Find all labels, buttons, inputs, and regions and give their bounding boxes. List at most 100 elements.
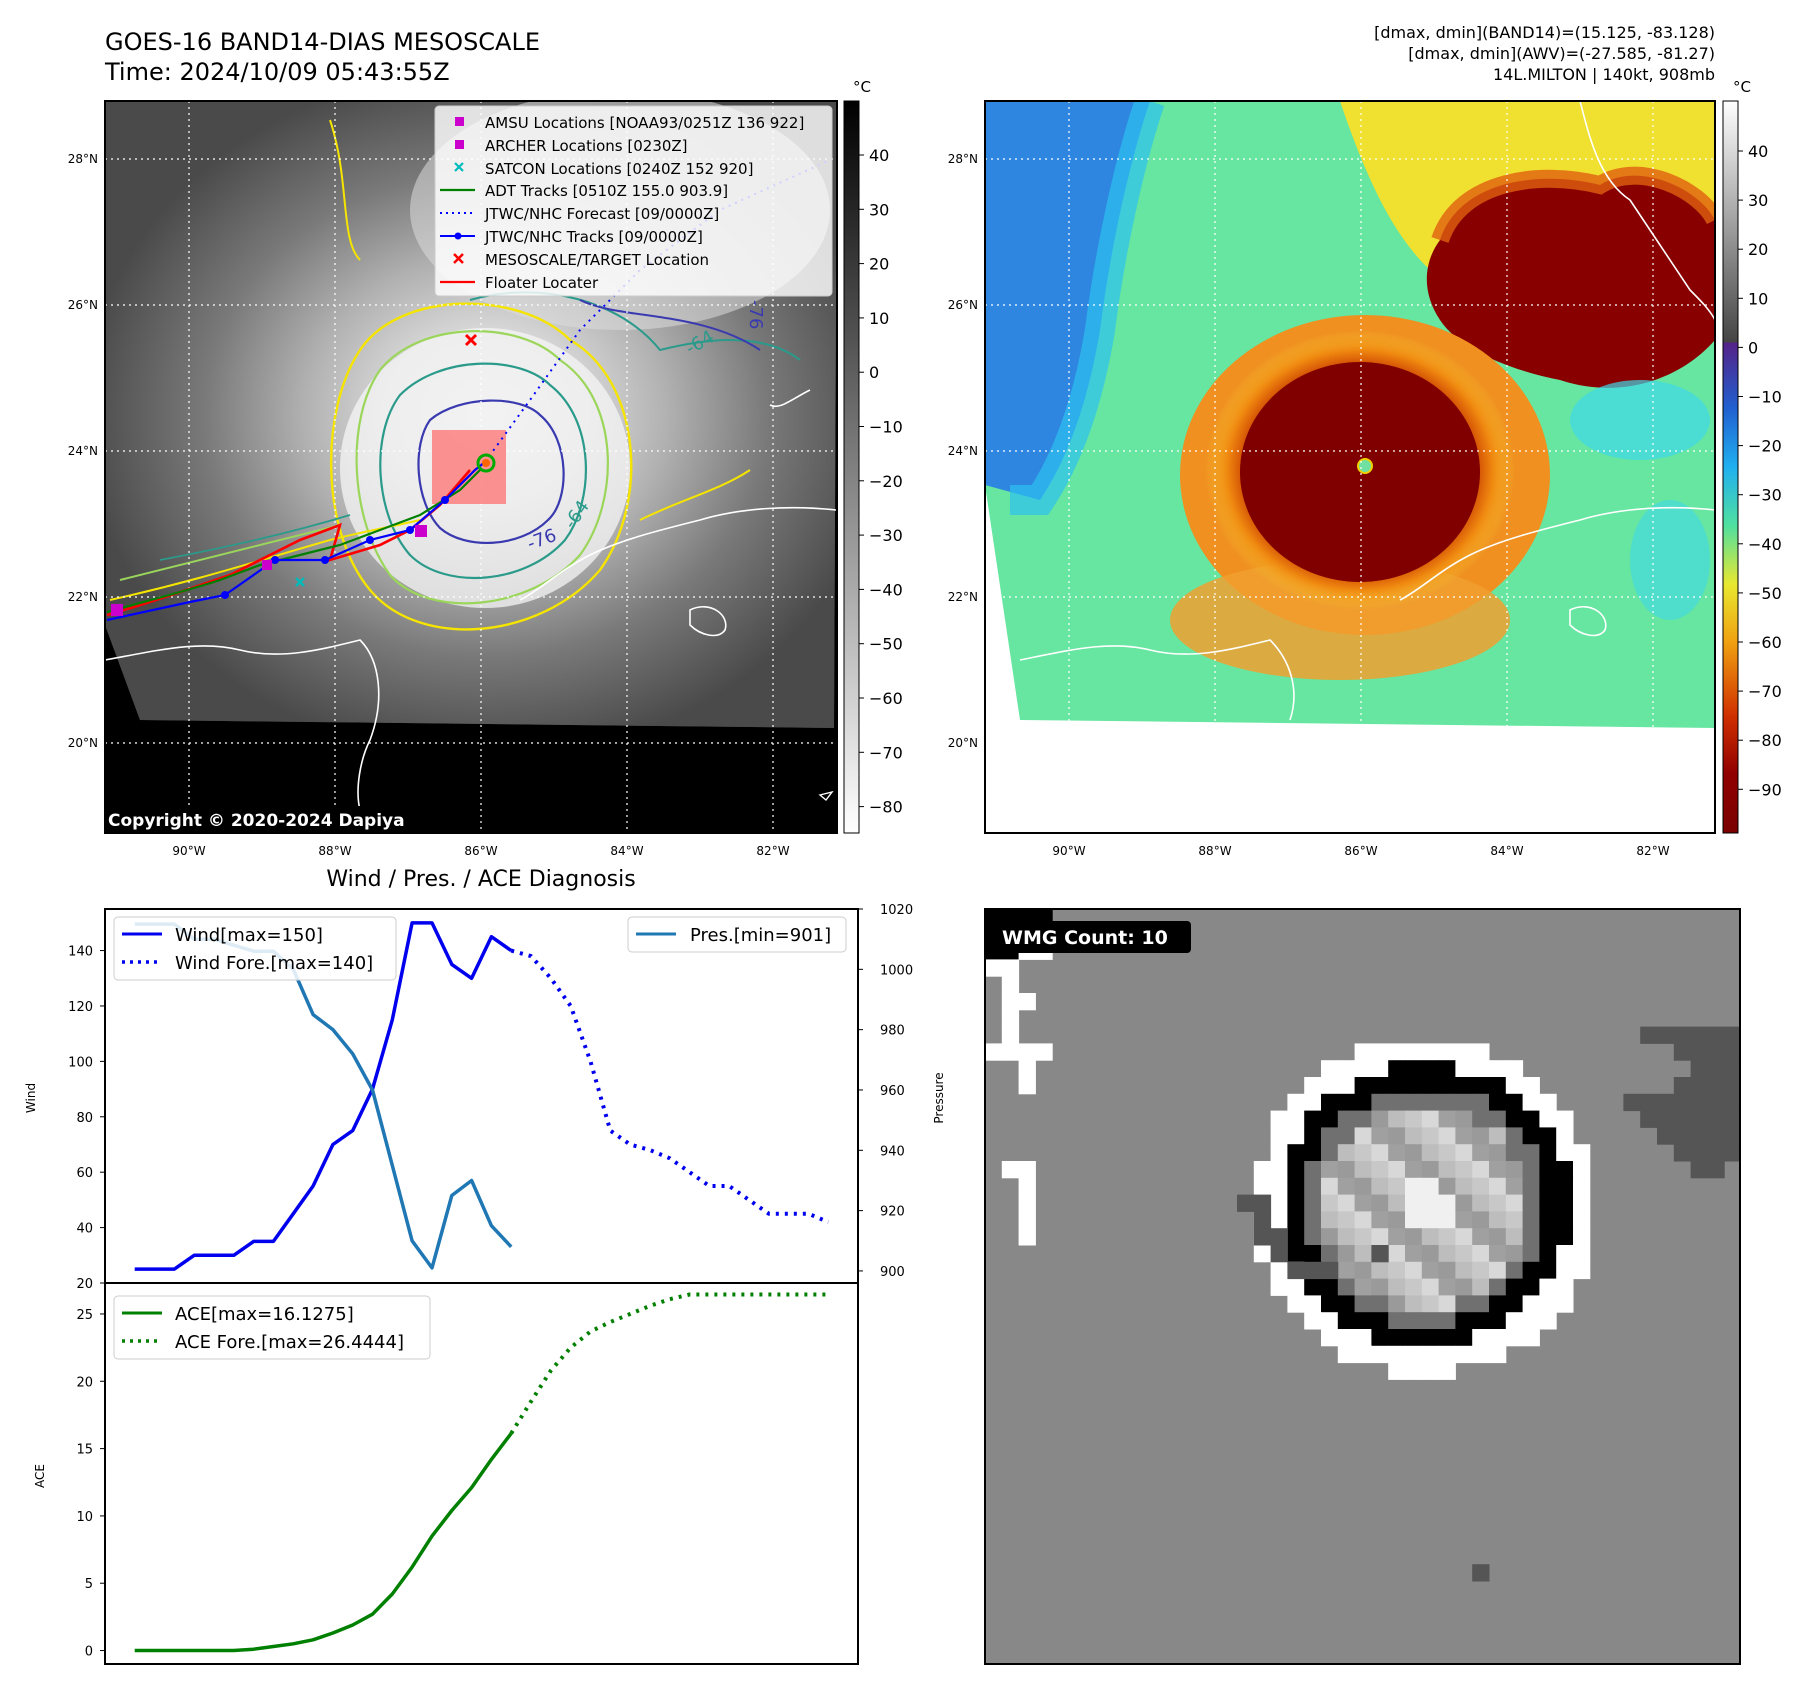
wmg-cell: [1304, 1211, 1322, 1229]
wmg-cell: [1354, 1312, 1372, 1330]
wmg-cell: [1724, 1110, 1740, 1128]
y-tick-label: 60: [76, 1166, 93, 1181]
wmg-cell: [1371, 1060, 1389, 1078]
series-line-0: [134, 1432, 513, 1653]
legend-target: MESOSCALE/TARGET Location: [485, 251, 709, 269]
lon-tick: 84°W: [1490, 844, 1523, 858]
wmg-cell: [1455, 1144, 1473, 1162]
wmg-cell: [1388, 1362, 1406, 1380]
wmg-cell: [1421, 1194, 1440, 1212]
wmg-cell: [1421, 1312, 1440, 1330]
wmg-cell: [1421, 1093, 1440, 1112]
wmg-cell: [1337, 1329, 1356, 1347]
wmg-cell: [1421, 1329, 1440, 1347]
wmg-cell: [1539, 1110, 1557, 1128]
wmg-cell: [1522, 1093, 1540, 1112]
wmg-cell: [1337, 1161, 1356, 1179]
wmg-cell: [1287, 1194, 1305, 1212]
wmg-cell: [1304, 1312, 1322, 1330]
color-colorbar: °C 40 30 20 10 0 −10 −20 −30 −40 −50 −60 −70 −80 −90: [1722, 78, 1782, 834]
wmg-cell: [1270, 1177, 1288, 1196]
colorbar-tick-label: 40: [1748, 142, 1768, 161]
y2-tick-label: 1020: [880, 903, 913, 918]
wmg-cell: [1438, 1312, 1456, 1330]
colorbar-tick-label: 20: [1748, 240, 1768, 259]
wmg-cell: [1354, 1060, 1372, 1078]
wmg-cell: [1640, 1110, 1658, 1128]
wmg-cell: [1354, 1295, 1372, 1313]
wmg-cell: [1505, 1245, 1524, 1263]
wmg-cell: [1371, 1278, 1389, 1296]
wmg-cell: [1472, 1312, 1490, 1330]
wmg-cell: [1371, 1177, 1389, 1196]
wmg-cell: [1489, 1110, 1507, 1128]
wmg-cell: [1421, 1261, 1440, 1280]
wmg-cell: [1707, 1127, 1725, 1145]
legend-target-marker: [453, 253, 464, 264]
wmg-cell: [1388, 1043, 1406, 1061]
wmg-cell: [1438, 1228, 1456, 1246]
wmg-cell: [1505, 1295, 1524, 1313]
wmg-cell: [1539, 1093, 1557, 1112]
wmg-cell: [1657, 1026, 1675, 1044]
colorbar-tick-label: −40: [1748, 535, 1782, 554]
wmg-cell: [1270, 1245, 1288, 1263]
copyright-text: Copyright © 2020-2024 Dapiya: [108, 811, 405, 831]
wmg-cell: [1270, 1194, 1288, 1212]
wmg-cell: [1539, 1177, 1557, 1196]
wmg-cell: [1354, 1345, 1372, 1364]
lon-tick: 84°W: [610, 844, 643, 858]
wmg-cell: [1018, 1043, 1036, 1061]
wmg-cell: [1707, 1026, 1725, 1044]
wmg-cell: [1287, 1295, 1305, 1313]
wmg-cell: [1438, 1161, 1456, 1179]
wind-legend-label: Wind[max=150]: [175, 925, 323, 946]
wmg-cell: [1371, 1228, 1389, 1246]
color-lon-ticks: 90°W 88°W 86°W 84°W 82°W: [1052, 844, 1669, 858]
wmg-cell: [1421, 1077, 1440, 1095]
wmg-cell: [1438, 1245, 1456, 1263]
wmg-cell: [1421, 1278, 1440, 1296]
wmg-cell: [1539, 1245, 1557, 1263]
legend-satcon-marker: [454, 162, 464, 172]
wmg-cell: [1438, 1127, 1456, 1145]
wmg-cell: [1455, 1161, 1473, 1179]
figure-title: GOES-16 BAND14-DIAS MESOSCALE: [105, 28, 540, 56]
wmg-cell: [1455, 1194, 1473, 1212]
wmg-cell: [1354, 1278, 1372, 1296]
wmg-cell: [1505, 1211, 1524, 1229]
wmg-cell: [1455, 1329, 1473, 1347]
wmg-cell: [1321, 1110, 1339, 1128]
legend-satcon: SATCON Locations [0240Z 152 920]: [485, 160, 753, 178]
y-tick-label: 100: [68, 1055, 93, 1070]
wmg-cell: [1287, 1278, 1305, 1296]
wmg-cell: [1253, 1161, 1272, 1179]
wmg-cell: [1472, 1110, 1490, 1128]
wmg-cell: [1371, 1261, 1389, 1280]
wmg-cell: [1438, 1060, 1456, 1078]
wmg-cell: [1371, 1161, 1389, 1179]
wmg-cell: [1405, 1278, 1423, 1296]
wmg-cell: [1421, 1060, 1440, 1078]
wmg-cell: [1472, 1211, 1490, 1229]
wmg-cell: [1472, 1093, 1490, 1112]
wmg-cell: [1690, 1127, 1708, 1145]
wmg-cell: [1388, 1261, 1406, 1280]
wmg-cell: [1337, 1077, 1356, 1095]
wmg-cell: [1354, 1177, 1372, 1196]
y-tick-label: 20: [76, 1277, 93, 1292]
wmg-cell: [1354, 1211, 1372, 1229]
wmg-cell: [1001, 1026, 1020, 1044]
legend-archer: ARCHER Locations [0230Z]: [485, 137, 688, 155]
wmg-cell: [1707, 1144, 1725, 1162]
wmg-cell: [1690, 1110, 1708, 1128]
info-storm: 14L.MILTON | 140kt, 908mb: [1493, 65, 1715, 84]
wmg-cell: [1640, 1026, 1658, 1044]
pressure-axis-label: Pressure: [932, 1072, 946, 1123]
wmg-cell: [1354, 1127, 1372, 1145]
wmg-cell: [1421, 1144, 1440, 1162]
wmg-cell: [1321, 1245, 1339, 1263]
wmg-cell: [1573, 1211, 1591, 1229]
floater-track: [106, 469, 471, 617]
lon-tick: 90°W: [1052, 844, 1085, 858]
